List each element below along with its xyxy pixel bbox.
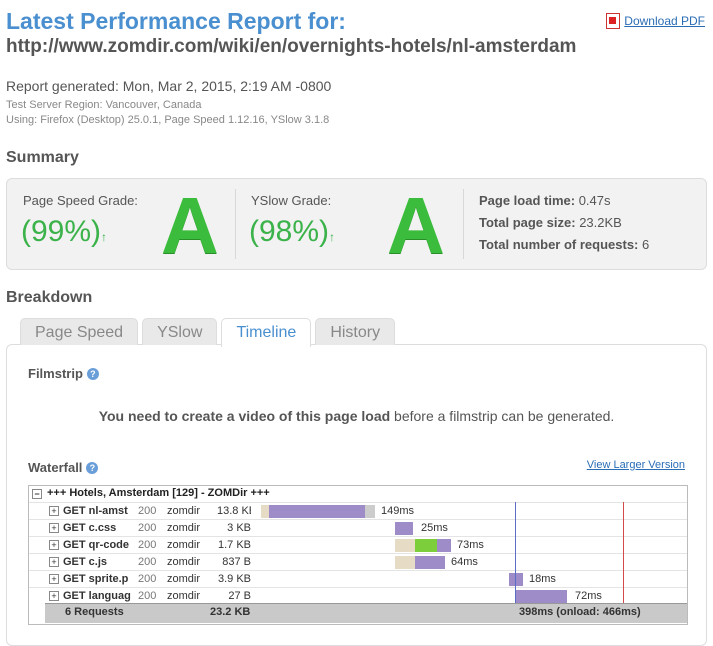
waterfall-row[interactable]: + GET sprite.p 200 zomdir 3.9 KB 18ms (29, 570, 687, 588)
collapse-icon[interactable]: − (32, 489, 42, 499)
waterfall-row[interactable]: + GET nl-amst 200 zomdir 13.8 KB 149ms (29, 502, 687, 520)
timing-bar-receive (415, 556, 445, 569)
expand-icon[interactable]: + (49, 506, 59, 516)
pagespeed-grade-value: (99%)↑ (21, 215, 108, 248)
waterfall-table: − +++ Hotels, Amsterdam [129] - ZOMDir +… (28, 485, 688, 625)
summary-panel: Page Speed Grade: (99%)↑ A YSlow Grade: … (6, 178, 707, 270)
timing-bar-receive (437, 539, 451, 552)
expand-icon[interactable]: + (49, 540, 59, 550)
timing-bar-wait (395, 539, 415, 552)
waterfall-footer: 6 Requests 23.2 KB 398ms (onload: 466ms) (45, 603, 687, 623)
timing-bar-wait (261, 505, 269, 518)
expand-icon[interactable]: + (49, 557, 59, 567)
total-requests: Total number of requests: 6 (479, 237, 650, 252)
timing-bar-receive (509, 573, 523, 586)
view-larger-version-link[interactable]: View Larger Version (586, 459, 685, 471)
waterfall-heading: Waterfall ? (28, 460, 99, 475)
trend-up-icon: ↑ (329, 230, 336, 244)
timing-bar-wait (395, 556, 415, 569)
yslow-grade-letter: A (387, 181, 445, 270)
pagespeed-grade-label: Page Speed Grade: (23, 193, 138, 208)
expand-icon[interactable]: + (49, 574, 59, 584)
filmstrip-heading: Filmstrip ? (28, 366, 99, 381)
tab-history[interactable]: History (315, 318, 396, 345)
tab-page-speed[interactable]: Page Speed (20, 318, 139, 345)
timing-bar-receive (269, 505, 365, 518)
onload-line (623, 502, 624, 622)
yslow-grade-value: (98%)↑ (249, 215, 336, 248)
waterfall-row[interactable]: + GET c.css 200 zomdir 3 KB 25ms (29, 519, 687, 537)
waterfall-row[interactable]: + GET c.js 200 zomdir 837 B 64ms (29, 553, 687, 571)
help-icon[interactable]: ? (86, 461, 99, 474)
breakdown-tabs: Page Speed YSlow Timeline History (20, 318, 396, 347)
total-page-size: Total page size: 23.2KB (479, 215, 622, 230)
timing-bar-connect (415, 539, 437, 552)
waterfall-row[interactable]: + GET languag 200 zomdir 27 B 72ms (29, 587, 687, 605)
tab-yslow[interactable]: YSlow (142, 318, 218, 345)
breakdown-heading: Breakdown (6, 289, 93, 306)
divider (463, 189, 464, 259)
tested-url: http://www.zomdir.com/wiki/en/overnights… (6, 36, 577, 57)
dom-content-loaded-line (515, 502, 516, 622)
yslow-grade-label: YSlow Grade: (251, 193, 332, 208)
filmstrip-message: You need to create a video of this page … (98, 408, 615, 424)
timing-bar-receive (395, 522, 413, 535)
pdf-icon (606, 13, 621, 29)
report-generated: Report generated: Mon, Mar 2, 2015, 2:19… (6, 78, 332, 94)
timing-bar-receive (515, 590, 567, 603)
expand-icon[interactable]: + (49, 523, 59, 533)
help-icon[interactable]: ? (86, 367, 99, 380)
download-pdf-link[interactable]: Download PDF (606, 13, 705, 29)
trend-up-icon: ↑ (101, 230, 108, 244)
tab-timeline[interactable]: Timeline (221, 318, 312, 347)
waterfall-group-header: − +++ Hotels, Amsterdam [129] - ZOMDir +… (29, 486, 687, 502)
test-server-region: Test Server Region: Vancouver, Canada (6, 99, 202, 111)
divider (235, 189, 236, 259)
browser-info: Using: Firefox (Desktop) 25.0.1, Page Sp… (6, 114, 330, 126)
summary-heading: Summary (6, 149, 79, 166)
page-title: Latest Performance Report for: (6, 8, 346, 34)
download-pdf-label: Download PDF (624, 14, 705, 28)
waterfall-row[interactable]: + GET qr-code 200 zomdir 1.7 KB 73ms (29, 536, 687, 554)
timing-bar-blocked (365, 505, 375, 518)
expand-icon[interactable]: + (49, 591, 59, 601)
page-load-time: Page load time: 0.47s (479, 193, 611, 208)
pagespeed-grade-letter: A (161, 181, 219, 270)
